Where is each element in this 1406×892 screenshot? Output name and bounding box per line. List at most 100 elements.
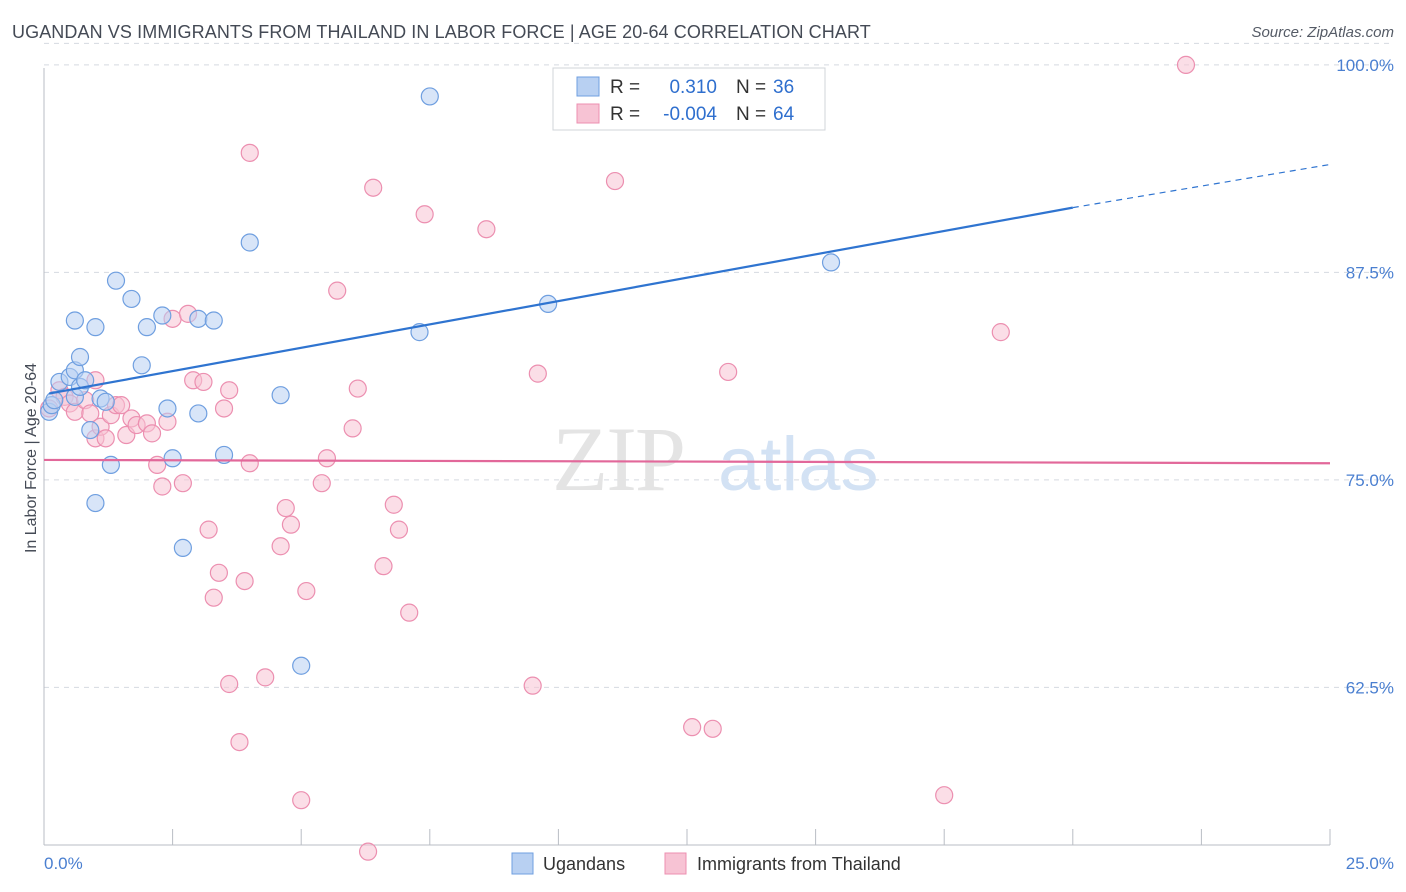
thailand-point [297, 581, 316, 601]
legend-blue-r-value: 0.310 [669, 77, 717, 98]
ugandan-point [81, 420, 100, 440]
ugandan-point [45, 391, 64, 410]
ugandan-point [76, 371, 95, 390]
ugandan-point [420, 87, 439, 106]
legend-blue-swatch [576, 76, 600, 97]
thailand-point [173, 474, 192, 493]
correlation-legend: R = 0.310 N = 36 R = -0.004 N = 64 [552, 67, 826, 131]
series-legend: Ugandans Immigrants from Thailand [511, 852, 901, 875]
trend-lines [43, 163, 1331, 465]
y-tick-labels: 62.5% 75.0% 87.5% 100.0% [1336, 56, 1394, 697]
trend-line-thailand [43, 458, 1331, 465]
legend-pink-r-label: R = [610, 104, 640, 125]
bottom-legend-blue-label: Ugandans [543, 854, 625, 874]
thailand-point [230, 732, 249, 752]
thailand-point [317, 449, 337, 468]
ugandan-point [106, 271, 126, 290]
thailand-point [528, 364, 547, 383]
ugandan-point [137, 318, 156, 337]
ugandan-point [153, 306, 172, 325]
y-tick-label: 100.0% [1336, 56, 1394, 75]
thailand-point [348, 379, 367, 398]
bottom-legend-blue-swatch [511, 852, 534, 875]
thailand-point [96, 429, 115, 448]
ugandan-point [65, 311, 84, 330]
thailand-point [204, 588, 223, 607]
thailand-point [477, 220, 496, 239]
thailand-point [364, 178, 383, 197]
watermark-zip: ZIP [552, 408, 684, 510]
thailand-point [292, 791, 311, 810]
legend-pink-swatch [576, 103, 600, 124]
ugandan-point [271, 386, 290, 405]
thailand-point [935, 786, 954, 805]
trend-line-ugandans [48, 206, 1073, 395]
y-tick-label: 62.5% [1346, 678, 1394, 697]
thailand-point [271, 537, 290, 556]
source-label: Source: ZipAtlas.com [1251, 24, 1394, 41]
ugandan-point [214, 445, 234, 465]
watermark-atlas: atlas [718, 422, 879, 507]
thailand-point [240, 143, 259, 162]
thailand-point [389, 520, 409, 539]
bottom-legend-pink-swatch [664, 852, 687, 875]
ugandan-point [189, 309, 208, 328]
thailand-point [343, 419, 362, 438]
ugandan-point [70, 347, 90, 367]
ugandan-point [173, 538, 192, 557]
legend-pink-r-value: -0.004 [663, 104, 717, 125]
legend-blue-n-label: N = [736, 77, 766, 98]
thailand-point [358, 842, 378, 861]
ugandan-point [86, 493, 105, 513]
y-tick-label: 75.0% [1346, 471, 1394, 490]
thailand-point [148, 455, 167, 475]
thailand-point [235, 571, 254, 591]
thailand-point [703, 719, 722, 738]
ugandan-point [158, 399, 177, 418]
thailand-point [374, 557, 393, 576]
thailand-point [384, 495, 403, 514]
ugandan-point [132, 356, 151, 375]
ugandan-point [122, 289, 141, 309]
ugandan-point [292, 656, 311, 675]
thailand-point [1176, 55, 1196, 74]
thailand-point [256, 668, 275, 687]
thailand-point [153, 477, 172, 496]
thailand-point [991, 323, 1010, 342]
legend-blue-r-label: R = [610, 77, 640, 98]
thailand-point [240, 454, 259, 473]
chart-title: UGANDAN VS IMMIGRANTS FROM THAILAND IN L… [12, 22, 871, 42]
ugandan-point [189, 404, 208, 423]
ugandan-point [86, 318, 105, 337]
thailand-point [194, 372, 213, 392]
thailand-point [328, 281, 347, 300]
bottom-legend-pink-label: Immigrants from Thailand [697, 854, 901, 874]
thailand-point [415, 205, 434, 224]
thailand-point [400, 603, 419, 622]
thailand-point [523, 676, 542, 695]
trend-line-ugandans-extension [1072, 163, 1331, 209]
thailand-point [209, 563, 228, 582]
ugandan-point [240, 233, 259, 252]
y-axis-label: In Labor Force | Age 20-64 [23, 363, 40, 553]
ugandan-point [96, 392, 115, 411]
series-ugandans-points [40, 87, 841, 675]
thailand-point [214, 399, 234, 418]
x-tick-label-0: 0.0% [44, 854, 83, 873]
ugandan-point [204, 311, 223, 330]
thailand-point [276, 498, 295, 518]
gridlines [44, 42, 1394, 688]
ugandan-point [821, 253, 841, 272]
thailand-point [719, 362, 738, 382]
x-tick-label-1: 25.0% [1346, 854, 1394, 873]
x-axis-ticks [172, 829, 1331, 845]
legend-pink-n-label: N = [736, 104, 766, 125]
legend-pink-n-value: 64 [773, 104, 795, 125]
thailand-point [312, 474, 331, 493]
thailand-point [142, 424, 162, 443]
thailand-point [199, 520, 218, 539]
ugandan-point [163, 449, 182, 468]
legend-blue-n-value: 36 [773, 77, 794, 98]
series-thailand-points [40, 55, 1196, 861]
